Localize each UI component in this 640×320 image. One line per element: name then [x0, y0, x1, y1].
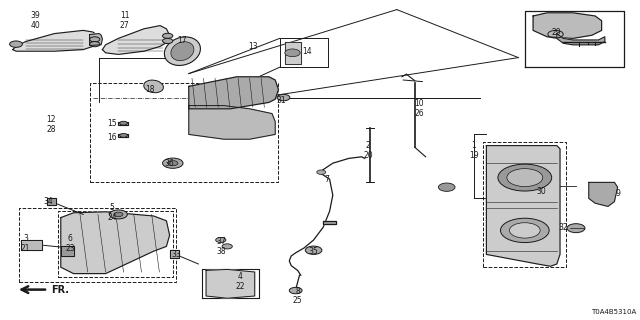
- Text: 5
24: 5 24: [107, 204, 117, 222]
- Polygon shape: [13, 30, 99, 51]
- Text: 13: 13: [248, 42, 258, 51]
- Polygon shape: [206, 269, 255, 298]
- Text: 6
23: 6 23: [65, 234, 76, 252]
- Text: 7: 7: [324, 175, 329, 184]
- Text: 17: 17: [177, 36, 188, 44]
- Ellipse shape: [171, 42, 194, 61]
- Circle shape: [277, 94, 290, 101]
- Text: 14: 14: [302, 47, 312, 56]
- Polygon shape: [170, 250, 179, 258]
- Circle shape: [289, 287, 302, 294]
- Polygon shape: [189, 77, 278, 109]
- Text: 16: 16: [107, 133, 117, 142]
- Polygon shape: [90, 34, 102, 45]
- Circle shape: [222, 244, 232, 249]
- Text: 4
22: 4 22: [236, 272, 244, 291]
- Ellipse shape: [144, 80, 163, 93]
- Text: 11
27: 11 27: [120, 12, 130, 30]
- Text: 18: 18: [146, 85, 155, 94]
- Polygon shape: [589, 182, 618, 206]
- Circle shape: [498, 164, 552, 191]
- Circle shape: [507, 169, 543, 187]
- Polygon shape: [189, 106, 275, 139]
- Circle shape: [168, 161, 178, 166]
- Circle shape: [109, 210, 127, 219]
- Circle shape: [163, 38, 173, 44]
- Circle shape: [305, 246, 322, 254]
- Circle shape: [120, 121, 127, 125]
- Polygon shape: [61, 212, 170, 274]
- Polygon shape: [323, 221, 336, 224]
- Ellipse shape: [164, 37, 200, 66]
- Circle shape: [114, 212, 123, 217]
- Text: T0A4B5310A: T0A4B5310A: [591, 309, 637, 315]
- Circle shape: [285, 49, 300, 57]
- Polygon shape: [61, 246, 74, 256]
- Text: 12
28: 12 28: [47, 116, 56, 134]
- Circle shape: [438, 183, 455, 191]
- Text: 9: 9: [615, 189, 620, 198]
- Polygon shape: [102, 26, 170, 54]
- Text: 15: 15: [107, 119, 117, 128]
- Polygon shape: [486, 146, 560, 266]
- Circle shape: [216, 237, 226, 243]
- Circle shape: [567, 224, 585, 233]
- Polygon shape: [118, 122, 128, 125]
- Text: 34: 34: [43, 197, 53, 206]
- Circle shape: [90, 42, 100, 47]
- Polygon shape: [21, 240, 42, 250]
- Text: 8
25: 8 25: [292, 287, 303, 305]
- Circle shape: [317, 170, 326, 174]
- Text: 32: 32: [558, 223, 568, 232]
- Text: 31: 31: [276, 96, 287, 105]
- Polygon shape: [47, 198, 56, 205]
- Circle shape: [163, 33, 173, 38]
- Text: FR.: FR.: [51, 284, 69, 295]
- Polygon shape: [533, 13, 602, 38]
- Circle shape: [163, 158, 183, 168]
- Polygon shape: [557, 34, 605, 45]
- Text: 33: 33: [171, 250, 181, 259]
- Circle shape: [509, 223, 540, 238]
- Text: 2
20: 2 20: [363, 141, 373, 160]
- Circle shape: [500, 218, 549, 243]
- Text: 10
26: 10 26: [414, 100, 424, 118]
- Text: 30: 30: [536, 188, 546, 196]
- Polygon shape: [285, 42, 301, 64]
- Text: 37
38: 37 38: [216, 237, 226, 256]
- Text: 3
21: 3 21: [21, 234, 30, 252]
- Text: 1
19: 1 19: [468, 141, 479, 160]
- Text: 36: 36: [164, 159, 175, 168]
- Circle shape: [90, 37, 100, 42]
- Text: 35: 35: [308, 247, 319, 256]
- Polygon shape: [118, 134, 128, 137]
- Circle shape: [10, 41, 22, 47]
- Text: 39
40: 39 40: [30, 12, 40, 30]
- Circle shape: [120, 133, 127, 137]
- Text: 29: 29: [552, 28, 562, 36]
